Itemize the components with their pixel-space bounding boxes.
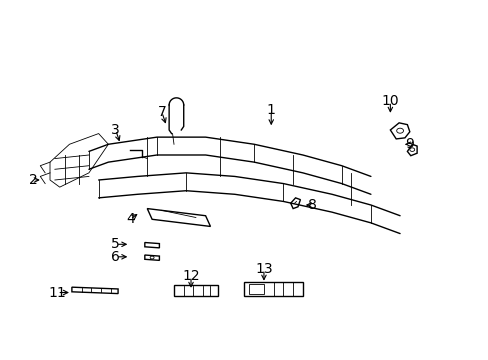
Text: 10: 10 [381, 94, 398, 108]
Text: 11: 11 [48, 285, 66, 300]
Text: 5: 5 [111, 237, 120, 251]
Text: 13: 13 [255, 262, 272, 276]
Text: 3: 3 [111, 123, 120, 137]
Text: 9: 9 [405, 137, 413, 151]
Text: 1: 1 [266, 103, 275, 117]
Text: 2: 2 [29, 173, 37, 187]
Text: 8: 8 [307, 198, 316, 212]
Text: 12: 12 [182, 269, 200, 283]
Text: 7: 7 [157, 105, 166, 119]
Text: 6: 6 [111, 250, 120, 264]
Text: 4: 4 [125, 212, 134, 226]
